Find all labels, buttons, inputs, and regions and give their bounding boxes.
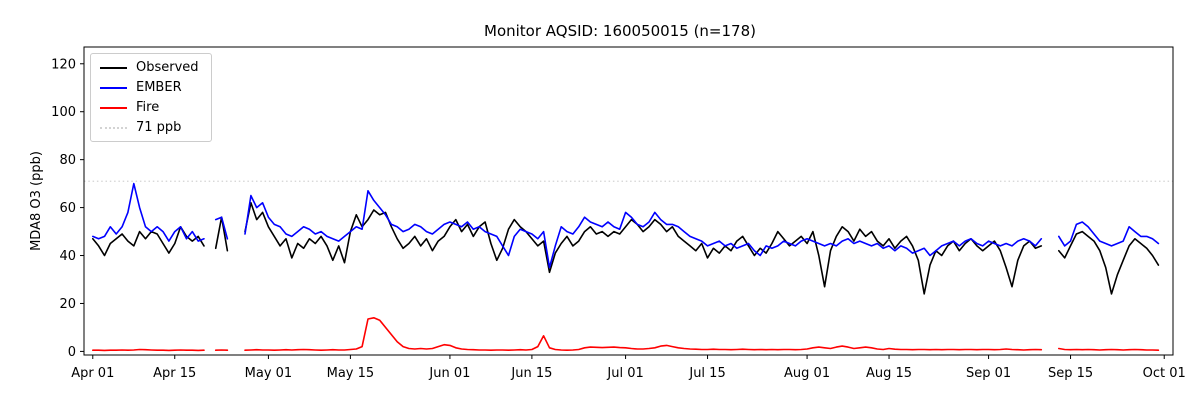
ember-line [244,190,1043,269]
axes-spines [83,46,1174,356]
legend-label-observed: Observed [136,60,199,75]
fire-line [244,316,1043,352]
x-tick-label: Jun 01 [428,366,470,381]
x-tick-label: Oct 01 [1143,366,1186,381]
observed-line [1058,230,1160,295]
legend-item-ember: EMBER [100,81,199,94]
y-axis-label: MDA8 O3 (ppb) [29,151,44,251]
legend-label-fire: Fire [136,100,160,115]
x-tick-label: Aug 01 [784,366,830,381]
ember-line [92,182,205,242]
observed-line-sample [100,66,127,69]
ember-line-sample [100,86,127,89]
y-tick-label: 80 [59,153,76,168]
fire-line [92,348,205,352]
legend: Observed EMBER Fire 71 ppb [90,53,212,142]
x-tick-label: May 01 [245,366,293,381]
x-tick-label: Jul 15 [688,366,725,381]
x-tick-label: Sep 15 [1048,366,1093,381]
y-tick-label: 20 [59,297,76,312]
legend-item-fire: Fire [100,101,199,114]
observed-line [92,226,205,257]
ember-line [1058,221,1160,247]
x-tick-label: Jul 01 [606,366,643,381]
x-tick-label: May 15 [327,366,375,381]
x-tick-label: Aug 15 [866,366,912,381]
x-tick-label: Apr 15 [153,366,196,381]
y-tick-label: 40 [59,249,76,264]
threshold-line-sample [100,126,127,129]
ember-line [214,216,229,240]
x-tick-label: Jun 15 [510,366,552,381]
legend-item-threshold: 71 ppb [100,121,199,134]
y-tick-label: 100 [51,105,76,120]
fire-line [1058,347,1160,352]
fire-line-sample [100,106,127,109]
plot-area: Apr 01 Apr 15 May 01 May 15 Jun 01 Jun 15 Jul … [51,46,1186,381]
x-tick-label: Sep 01 [966,366,1011,381]
y-tick-label: 60 [59,201,76,216]
legend-label-ember: EMBER [136,80,182,95]
y-tick-label: 120 [51,57,76,72]
x-tick-label: Apr 01 [71,366,114,381]
legend-item-observed: Observed [100,61,199,74]
legend-label-threshold: 71 ppb [136,120,182,135]
chart-title: Monitor AQSID: 160050015 (n=178) [484,22,756,40]
y-tick-label: 0 [68,345,76,360]
observed-line [244,202,1043,295]
